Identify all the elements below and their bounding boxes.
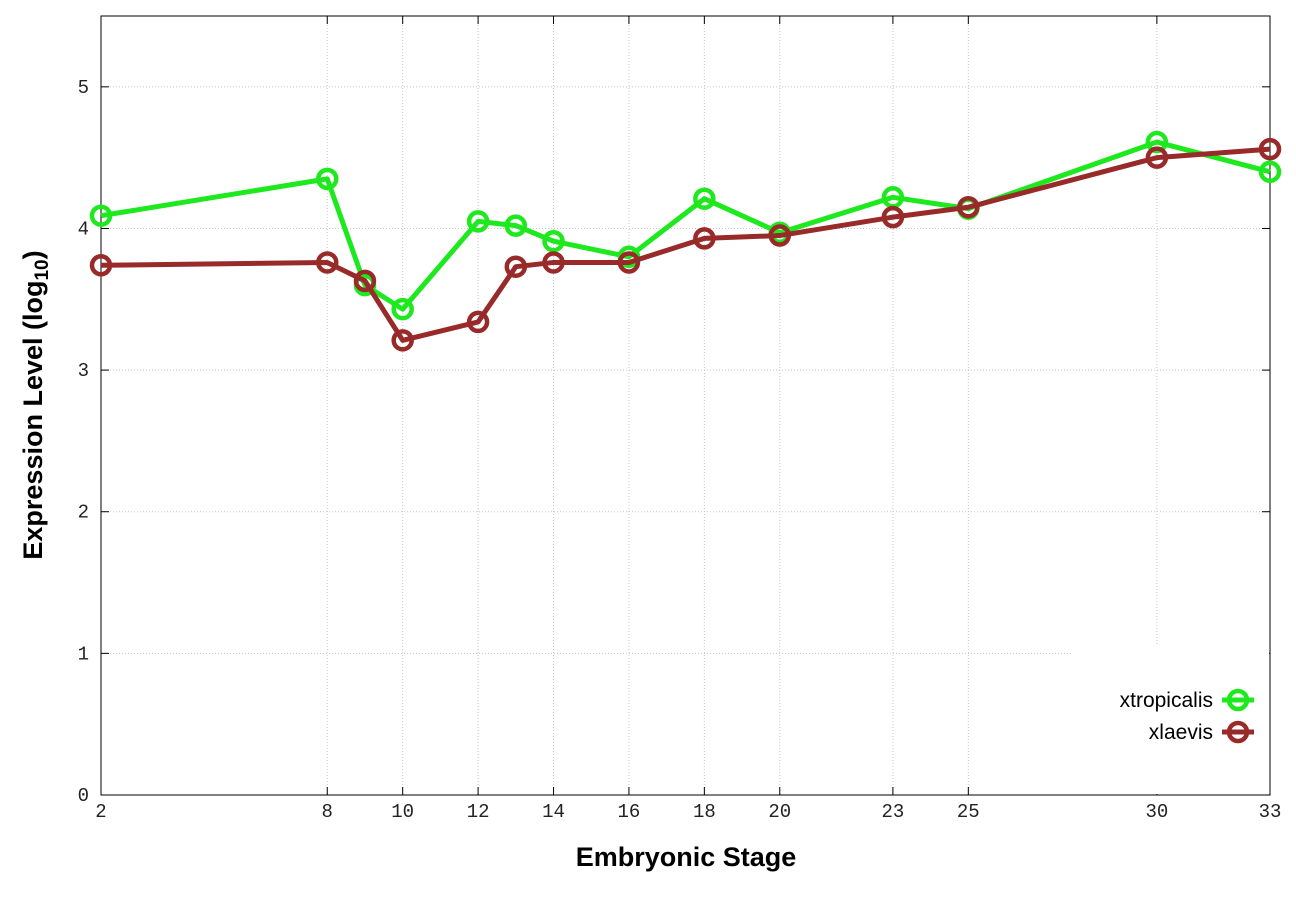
point <box>316 251 339 274</box>
point <box>542 251 565 274</box>
x-tick-label: 2 <box>95 801 106 823</box>
y-tick-label: 4 <box>78 218 89 240</box>
x-tick-label: 18 <box>693 801 716 823</box>
x-tick-label: 12 <box>467 801 490 823</box>
x-axis-title: Embryonic Stage <box>576 842 797 872</box>
x-tick-label: 10 <box>391 801 414 823</box>
point <box>504 214 528 237</box>
x-tick-label: 8 <box>322 801 333 823</box>
point <box>1258 160 1282 184</box>
point <box>957 195 980 219</box>
legend-label: xtropicalis <box>1120 689 1213 712</box>
y-axis-title-sub: 10 <box>32 259 53 280</box>
y-tick-label: 2 <box>78 502 89 524</box>
point <box>89 204 113 227</box>
legend-marker <box>1226 688 1250 712</box>
x-tick-label: 33 <box>1259 801 1282 823</box>
x-tick-label: 20 <box>768 801 791 823</box>
y-tick-label: 0 <box>78 785 89 807</box>
plot-frame <box>100 15 1271 796</box>
y-tick-label: 1 <box>78 643 89 665</box>
x-tick-label: 14 <box>542 801 565 823</box>
point <box>881 205 905 229</box>
point <box>768 224 792 247</box>
point <box>693 227 716 250</box>
y-tick-label: 5 <box>78 77 89 99</box>
y-axis-title: Expression Level (log10) <box>18 250 53 559</box>
point <box>1258 137 1282 161</box>
x-tick-label: 30 <box>1145 801 1168 823</box>
x-tick-label: 25 <box>957 801 980 823</box>
y-tick-label: 3 <box>78 360 89 382</box>
legend-label: xlaevis <box>1149 721 1213 744</box>
point <box>391 297 414 321</box>
y-axis-title-main: Expression Level (log <box>18 281 48 560</box>
series-line <box>100 139 1271 312</box>
legend-marker <box>1226 720 1250 744</box>
point <box>1145 146 1169 169</box>
point <box>391 329 414 352</box>
point <box>693 187 716 210</box>
point <box>466 310 490 334</box>
point <box>542 229 565 253</box>
point <box>504 255 528 278</box>
x-tick-label: 16 <box>618 801 641 823</box>
point <box>466 210 490 233</box>
series-line <box>100 146 1271 343</box>
y-axis-title-end: ) <box>18 250 48 259</box>
x-tick-label: 23 <box>881 801 904 823</box>
point <box>353 269 377 293</box>
point <box>89 254 113 277</box>
point <box>617 251 641 274</box>
point <box>1145 130 1169 154</box>
legend-box <box>1072 645 1269 794</box>
point <box>316 167 339 191</box>
